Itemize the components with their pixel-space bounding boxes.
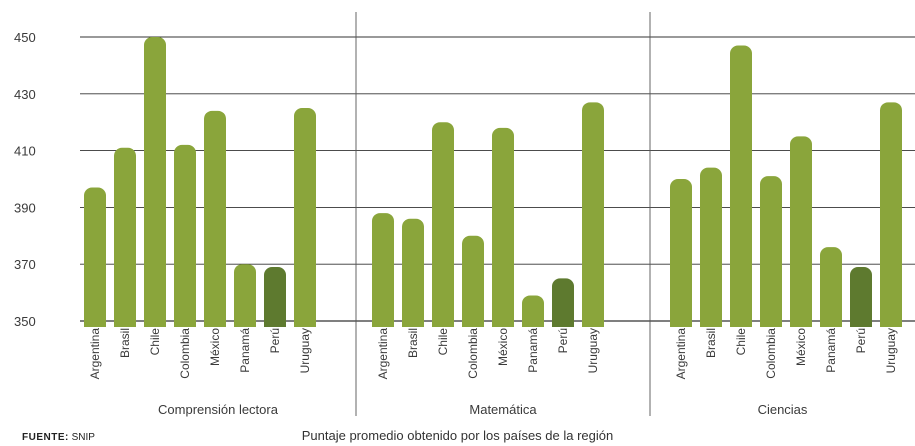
bar-1-7	[582, 102, 604, 327]
bar-base-1-7	[582, 319, 604, 327]
bar-2-2	[730, 45, 752, 328]
x-tick-label: Perú	[556, 328, 570, 353]
x-tick-label: Brasil	[704, 328, 718, 358]
bars	[84, 37, 902, 328]
bar-base-0-1	[114, 319, 136, 327]
bar-base-1-0	[372, 319, 394, 327]
x-tick-label: Perú	[854, 328, 868, 353]
x-tick-label: Brasil	[118, 328, 132, 358]
bar-2-1	[700, 167, 722, 327]
bar-1-2	[432, 122, 454, 327]
chart-caption: Puntaje promedio obtenido por los países…	[301, 428, 614, 443]
y-tick-label: 450	[14, 30, 36, 45]
bar-2-7	[880, 102, 902, 327]
y-tick-label: 390	[14, 200, 36, 215]
x-tick-label: México	[794, 328, 808, 366]
bar-0-1	[114, 147, 136, 327]
bar-1-0	[372, 213, 394, 327]
y-tick-label: 410	[14, 144, 36, 159]
bar-2-0	[670, 179, 692, 327]
x-tick-label: Perú	[268, 328, 282, 353]
y-axis: 350 370 390 410 430 450	[14, 30, 36, 329]
group-labels: Comprensión lectora Matemática Ciencias	[158, 402, 808, 417]
x-tick-label: Colombia	[764, 328, 778, 379]
bar-base-2-4	[790, 319, 812, 327]
bar-base-1-6	[552, 319, 574, 327]
bar-base-0-7	[294, 319, 316, 327]
source-text: SNIP	[71, 432, 95, 443]
source-note: FUENTE: SNIP	[22, 432, 95, 443]
bar-base-0-2	[144, 319, 166, 327]
x-tick-label: Panamá	[824, 328, 838, 373]
source-label: FUENTE:	[22, 432, 69, 443]
x-tick-label: México	[208, 328, 222, 366]
bar-base-0-3	[174, 319, 196, 327]
group-label: Ciencias	[758, 402, 808, 417]
x-tick-label: Uruguay	[586, 328, 600, 373]
bar-base-0-4	[204, 319, 226, 327]
bar-2-5	[820, 247, 842, 327]
bar-base-2-7	[880, 319, 902, 327]
x-tick-label: Argentina	[88, 328, 102, 380]
bar-1-3	[462, 235, 484, 327]
bar-0-5	[234, 264, 256, 327]
bar-0-7	[294, 108, 316, 327]
bar-1-1	[402, 218, 424, 327]
x-tick-label: Chile	[148, 328, 162, 356]
bar-base-2-5	[820, 319, 842, 327]
bar-base-2-3	[760, 319, 782, 327]
y-tick-label: 430	[14, 87, 36, 102]
y-tick-label: 370	[14, 257, 36, 272]
bar-0-6	[264, 267, 286, 327]
bar-0-0	[84, 187, 106, 327]
x-tick-label: Uruguay	[298, 328, 312, 373]
x-tick-label: Panamá	[526, 328, 540, 373]
x-tick-label: Chile	[734, 328, 748, 356]
x-tick-label: México	[496, 328, 510, 366]
bar-0-2	[144, 37, 166, 327]
bar-base-1-4	[492, 319, 514, 327]
x-axis-labels: Argentina Brasil Chile Colombia México Panamá…	[88, 328, 898, 380]
x-tick-label: Panamá	[238, 328, 252, 373]
group-label: Matemática	[469, 402, 537, 417]
bar-base-0-0	[84, 319, 106, 327]
bar-base-2-6	[850, 319, 872, 327]
bar-base-1-2	[432, 319, 454, 327]
bar-base-2-1	[700, 319, 722, 327]
bar-0-4	[204, 110, 226, 327]
bar-2-4	[790, 136, 812, 327]
bar-1-6	[552, 278, 574, 327]
x-tick-label: Chile	[436, 328, 450, 356]
bar-1-4	[492, 127, 514, 327]
bar-base-0-6	[264, 319, 286, 327]
x-tick-label: Brasil	[406, 328, 420, 358]
bar-0-3	[174, 144, 196, 327]
bar-2-3	[760, 176, 782, 327]
x-tick-label: Argentina	[376, 328, 390, 380]
bar-base-1-1	[402, 319, 424, 327]
bar-base-1-3	[462, 319, 484, 327]
bar-base-2-0	[670, 319, 692, 327]
bar-2-6	[850, 267, 872, 327]
bar-base-0-5	[234, 319, 256, 327]
x-tick-label: Colombia	[178, 328, 192, 379]
x-tick-label: Colombia	[466, 328, 480, 379]
group-label: Comprensión lectora	[158, 402, 279, 417]
bar-base-2-2	[730, 319, 752, 327]
bar-base-1-5	[522, 319, 544, 327]
x-tick-label: Argentina	[674, 328, 688, 380]
y-tick-label: 350	[14, 314, 36, 329]
x-tick-label: Uruguay	[884, 328, 898, 373]
